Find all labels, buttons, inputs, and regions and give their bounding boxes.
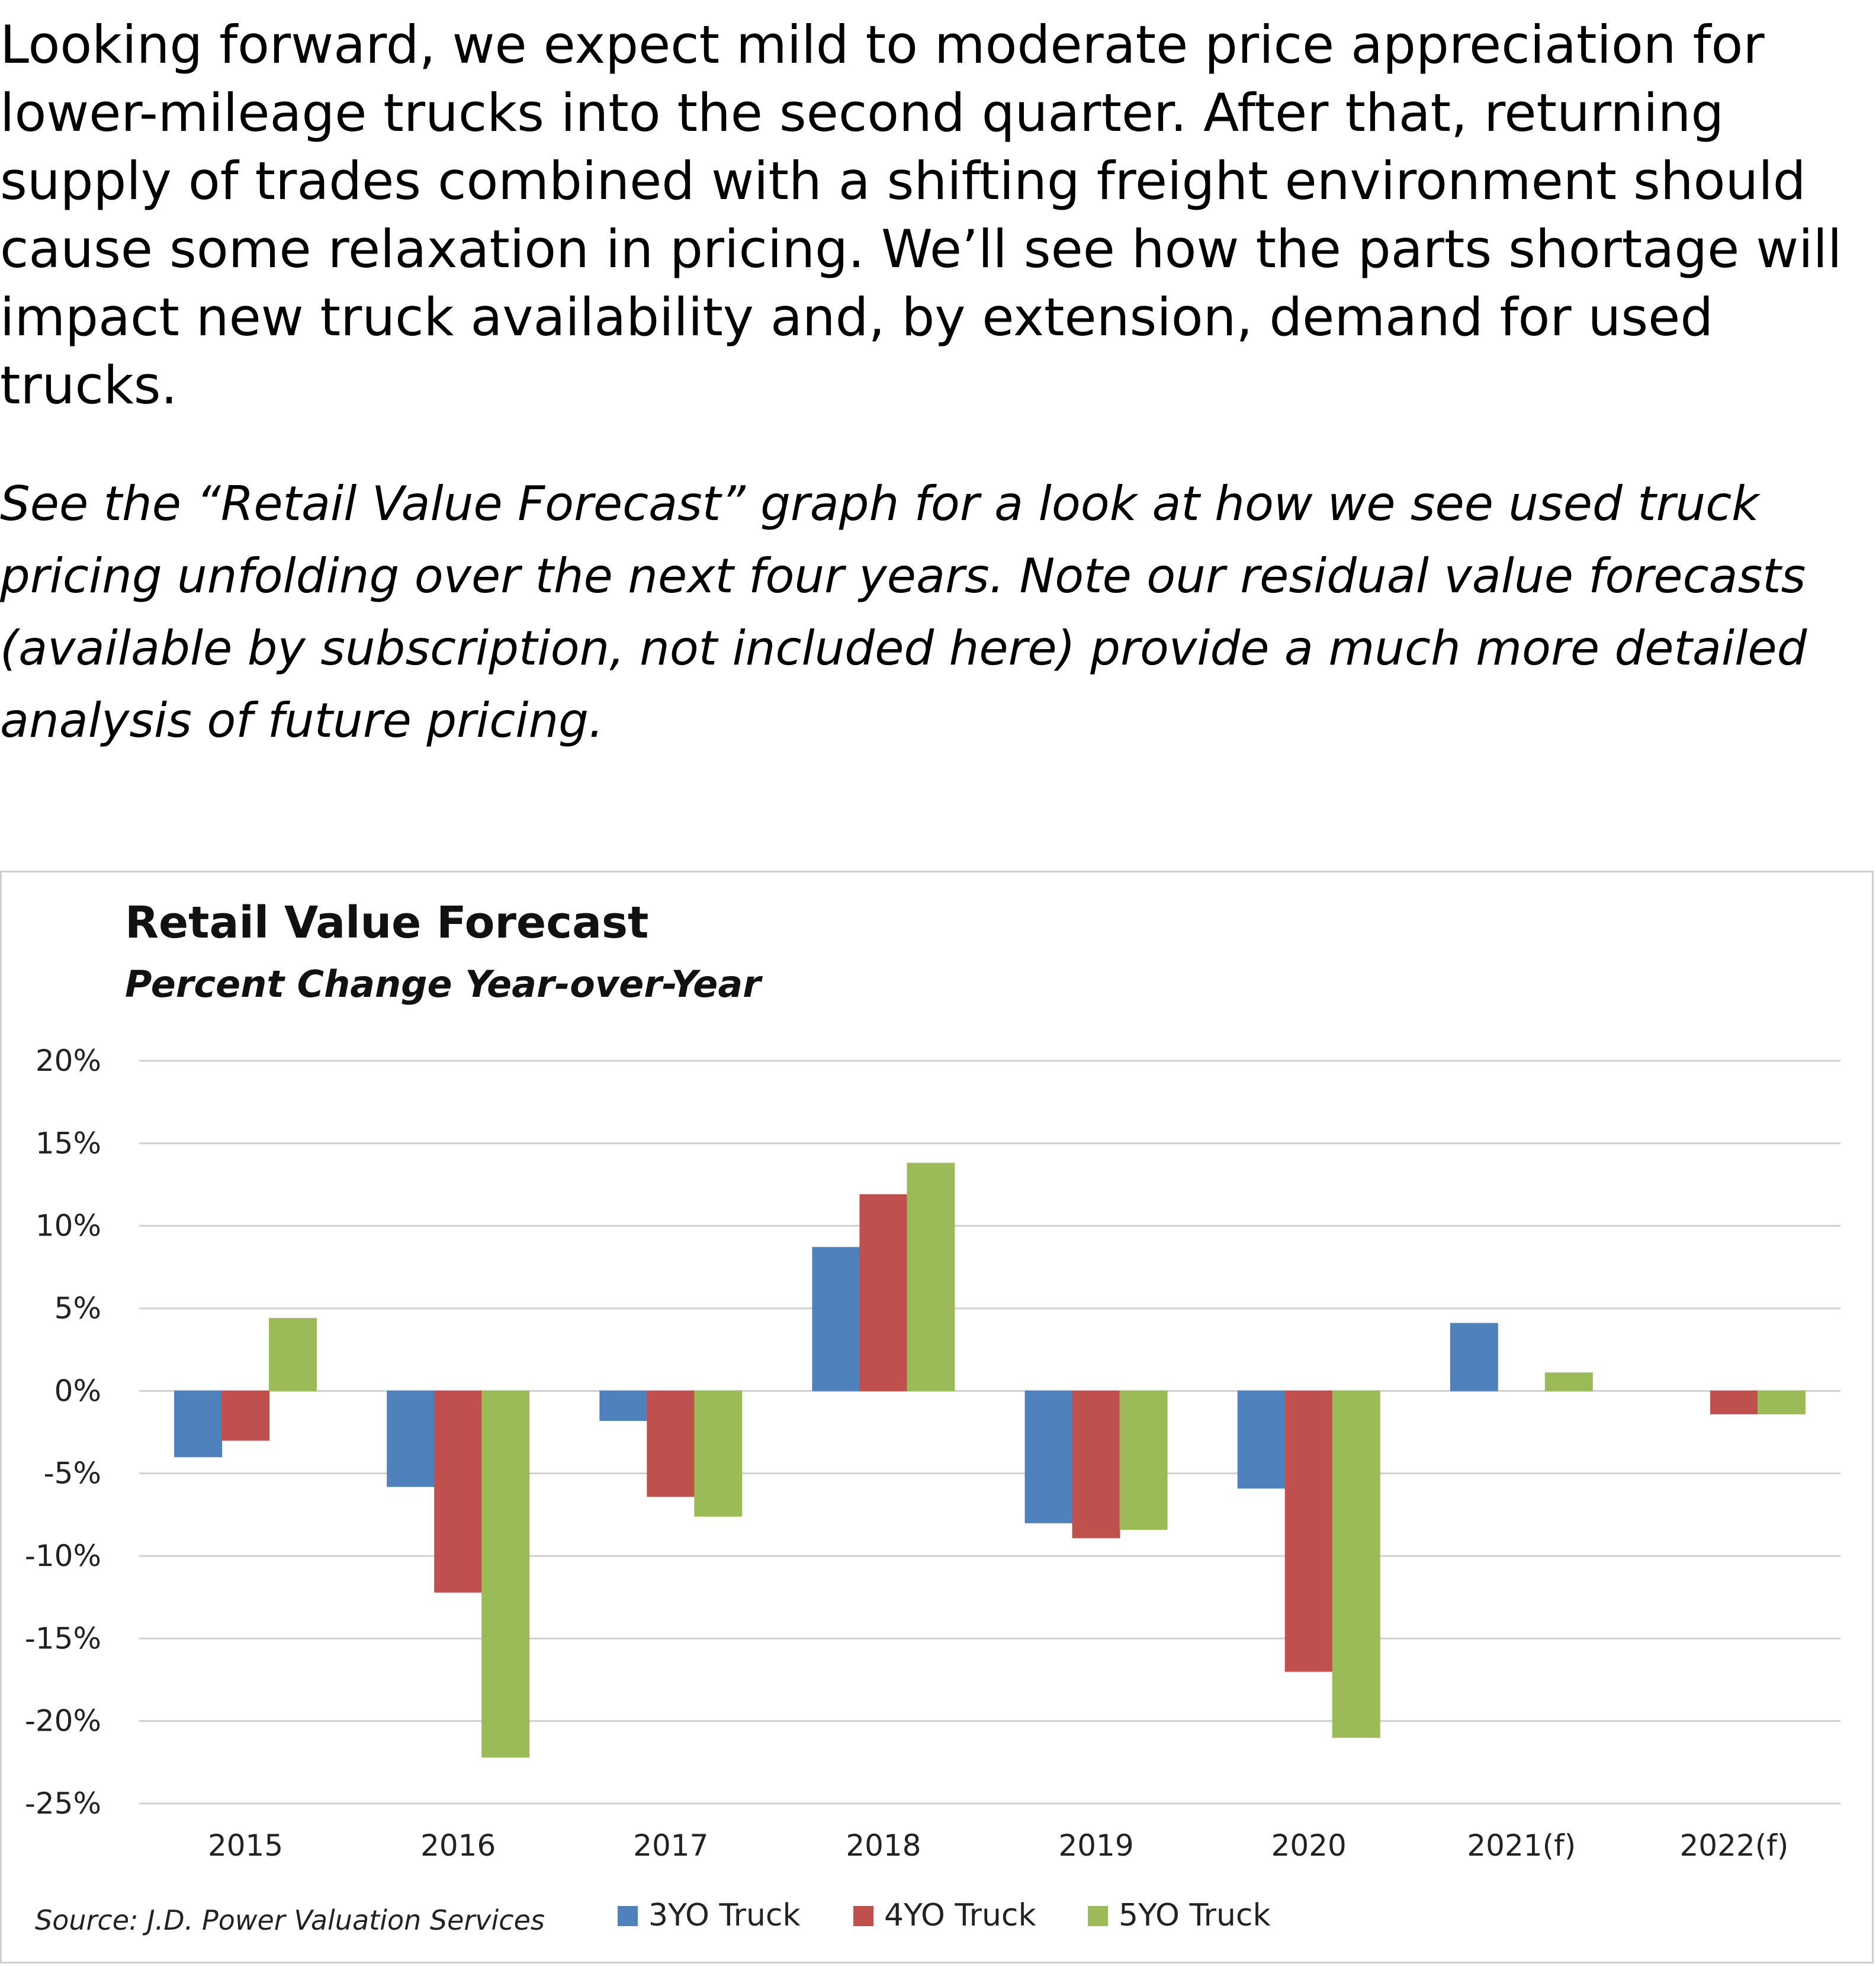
bar-4yo-truck-2018: [859, 1194, 908, 1391]
x-category-label: 2021(f): [1467, 1828, 1576, 1863]
legend-label: 5YO Truck: [1119, 1898, 1271, 1933]
x-category-label: 2017: [633, 1828, 708, 1863]
bar-5yo-truck-2021f: [1544, 1372, 1593, 1391]
bar-5yo-truck-2022f: [1757, 1390, 1806, 1414]
y-tick-label: -5%: [44, 1456, 101, 1491]
legend-label: 3YO Truck: [648, 1898, 801, 1933]
bar-5yo-truck-2018: [907, 1163, 955, 1391]
legend-swatch: [618, 1906, 638, 1926]
bar-3yo-truck-2017: [599, 1390, 648, 1421]
paragraph-outlook: Looking forward, we expect mild to moder…: [0, 14, 1842, 416]
bar-3yo-truck-2019: [1024, 1390, 1073, 1523]
bar-3yo-truck-2021f: [1450, 1323, 1498, 1391]
legend-label: 4YO Truck: [884, 1898, 1036, 1933]
legend-swatch: [853, 1906, 873, 1926]
bars: [174, 1163, 1806, 1758]
bar-4yo-truck-2016: [434, 1390, 483, 1593]
bar-4yo-truck-2022f: [1710, 1390, 1758, 1414]
chart-title: Retail Value Forecast: [125, 897, 648, 948]
x-category-label: 2020: [1271, 1828, 1347, 1863]
chart-canvas: Retail Value Forecast Percent Change Yea…: [25, 897, 1840, 1936]
x-category-label: 2018: [846, 1828, 921, 1863]
bar-3yo-truck-2015: [174, 1390, 223, 1458]
y-tick-label: -25%: [25, 1786, 101, 1821]
y-tick-label: 20%: [36, 1044, 101, 1078]
paragraph-forecast-note: See the “Retail Value Forecast” graph fo…: [0, 476, 1807, 748]
x-axis-categories: 2015 2016 2017 2018 2019 2020 2021(f) 2022(f): [208, 1828, 1788, 1863]
legend-swatch: [1088, 1906, 1108, 1926]
bar-5yo-truck-2016: [481, 1390, 530, 1758]
y-tick-label: 10%: [36, 1209, 101, 1243]
y-tick-label: -15%: [25, 1621, 101, 1655]
y-tick-label: 5%: [54, 1291, 101, 1326]
bar-5yo-truck-2015: [269, 1318, 317, 1391]
y-tick-label: 15%: [36, 1126, 101, 1160]
chart-subtitle: Percent Change Year-over-Year: [125, 962, 763, 1006]
x-category-label: 2019: [1058, 1828, 1133, 1863]
bar-5yo-truck-2017: [694, 1390, 743, 1517]
x-category-label: 2022(f): [1680, 1828, 1789, 1863]
bar-5yo-truck-2020: [1332, 1390, 1380, 1738]
y-tick-label: -10%: [25, 1539, 101, 1573]
chart-source: Source: J.D. Power Valuation Services: [35, 1904, 545, 1936]
legend: 3YO Truck 4YO Truck 5YO Truck: [618, 1898, 1271, 1933]
retail-value-forecast-chart: Retail Value Forecast Percent Change Yea…: [0, 871, 1874, 1963]
bar-4yo-truck-2019: [1072, 1390, 1120, 1538]
bar-4yo-truck-2017: [647, 1390, 695, 1497]
bar-3yo-truck-2018: [812, 1247, 860, 1391]
bar-4yo-truck-2015: [221, 1390, 270, 1441]
y-tick-label: -20%: [25, 1704, 101, 1738]
bar-3yo-truck-2020: [1237, 1390, 1286, 1489]
x-category-label: 2016: [420, 1828, 496, 1863]
bar-5yo-truck-2019: [1119, 1390, 1168, 1530]
x-category-label: 2015: [208, 1828, 283, 1863]
bar-3yo-truck-2016: [387, 1390, 435, 1487]
y-axis-ticks: 20% 15% 10% 5% 0% -5% -10% -15% -20% -25%: [25, 1044, 101, 1821]
y-tick-label: 0%: [54, 1374, 101, 1408]
bar-4yo-truck-2020: [1284, 1390, 1333, 1672]
